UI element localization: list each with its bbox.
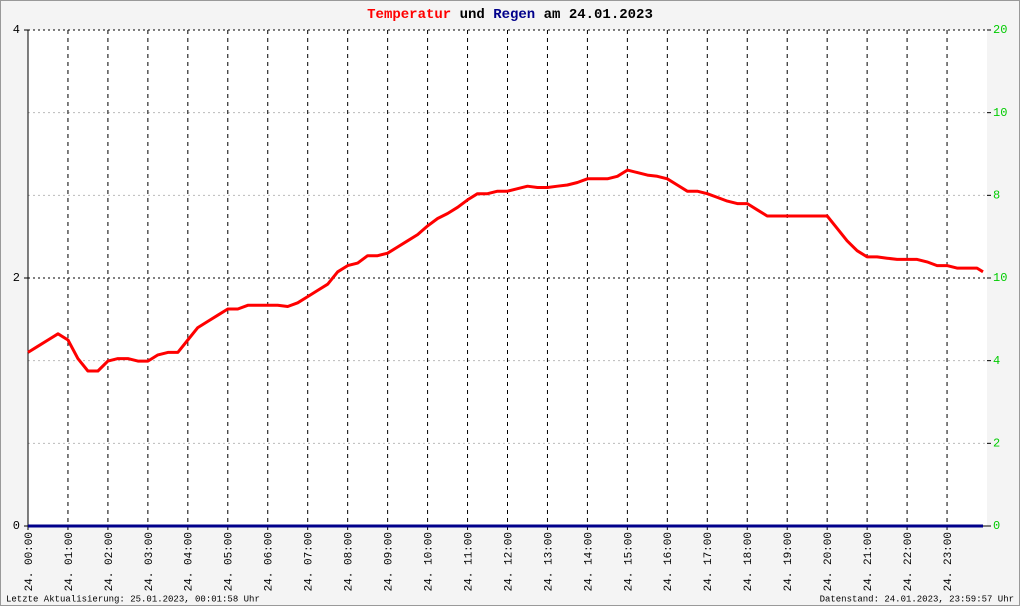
- y-tick-label: 4: [13, 23, 20, 37]
- x-tick-label: 24. 07:00: [304, 532, 316, 591]
- x-tick-label: 24. 15:00: [623, 532, 635, 591]
- x-tick-label: 24. 13:00: [543, 532, 555, 591]
- y2-tick-label: 8: [993, 189, 1000, 203]
- x-tick-label: 24. 02:00: [104, 532, 116, 591]
- x-tick-label: 24. 18:00: [743, 532, 755, 591]
- title-temp: Temperatur: [367, 7, 451, 23]
- y-tick-label: 2: [13, 271, 20, 285]
- x-tick-label: 24. 08:00: [344, 532, 356, 591]
- title-rain: Regen: [493, 7, 535, 23]
- x-tick-label: 24. 09:00: [384, 532, 396, 591]
- x-tick-label: 24. 19:00: [783, 532, 795, 591]
- x-tick-label: 24. 16:00: [663, 532, 675, 591]
- x-tick-label: 24. 05:00: [224, 532, 236, 591]
- y2-tick-label: 20: [993, 23, 1007, 37]
- y2-tick-label: 4: [993, 354, 1000, 368]
- x-tick-label: 24. 04:00: [184, 532, 196, 591]
- x-tick-label: 24. 17:00: [703, 532, 715, 591]
- y-tick-label: 0: [13, 519, 20, 533]
- x-tick-label: 24. 11:00: [463, 532, 475, 591]
- x-tick-label: 24. 23:00: [943, 532, 955, 591]
- title-connector: und: [460, 7, 485, 23]
- x-tick-label: 24. 01:00: [64, 532, 76, 591]
- y2-tick-label: 10: [993, 106, 1007, 120]
- x-tick-label: 24. 06:00: [264, 532, 276, 591]
- y2-tick-label: 10: [993, 271, 1007, 285]
- series-line: [27, 168, 984, 373]
- x-tick-label: 24. 00:00: [24, 532, 36, 591]
- x-tick-label: 24. 22:00: [903, 532, 915, 591]
- y2-tick-label: 2: [993, 437, 1000, 451]
- title-date: am 24.01.2023: [544, 7, 653, 23]
- footer-right: Datenstand: 24.01.2023, 23:59:57 Uhr: [820, 594, 1014, 604]
- x-tick-label: 24. 21:00: [863, 532, 875, 591]
- chart-title: Temperatur und Regen am 24.01.2023: [367, 7, 653, 23]
- x-tick-label: 24. 14:00: [583, 532, 595, 591]
- x-tick-label: 24. 10:00: [423, 532, 435, 591]
- x-tick-label: 24. 03:00: [144, 532, 156, 591]
- footer-left: Letzte Aktualisierung: 25.01.2023, 00:01…: [6, 594, 260, 604]
- x-tick-label: 24. 12:00: [503, 532, 515, 591]
- x-tick-label: 24. 20:00: [823, 532, 835, 591]
- y2-tick-label: 0: [993, 519, 1000, 533]
